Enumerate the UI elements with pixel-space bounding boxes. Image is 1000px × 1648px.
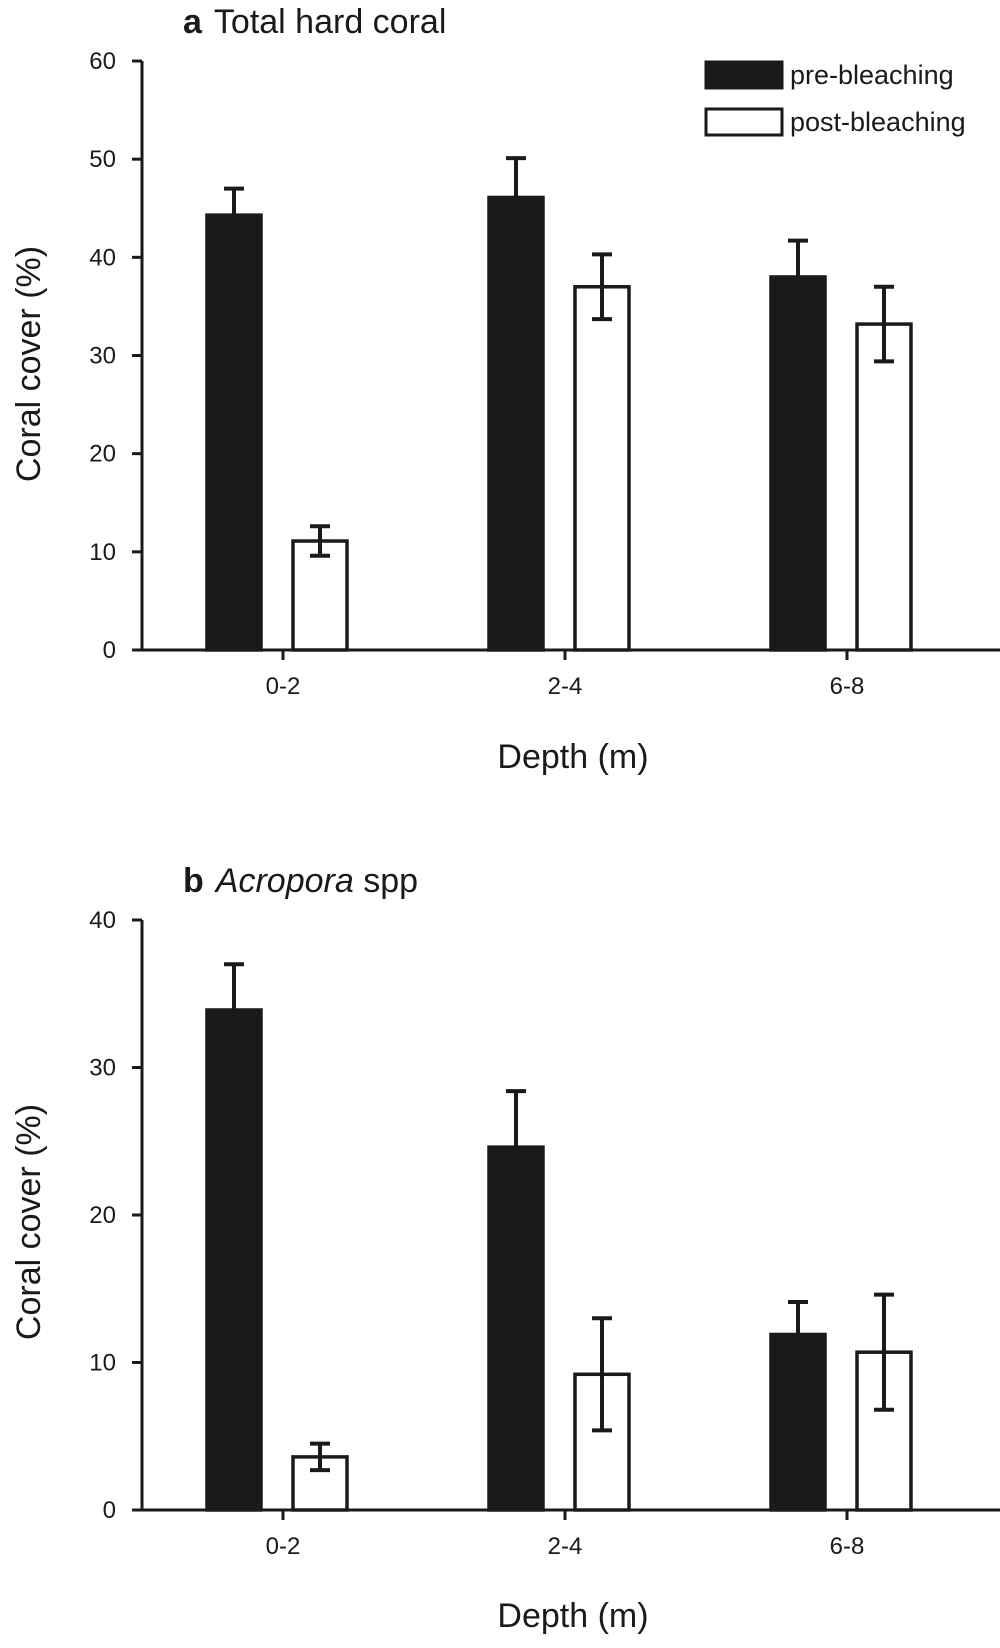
panel-b-y-tick-label: 0 — [103, 1497, 116, 1524]
panel-a-bar-pre-2-4 — [487, 195, 545, 652]
legend-label-pre-bleaching: pre-bleaching — [790, 60, 954, 90]
panel-b-title-suffix: spp — [354, 862, 418, 900]
panel-a-title-text: Total hard coral — [214, 3, 446, 41]
panel-b-y-tick-label: 10 — [89, 1350, 116, 1377]
panel-a-bar-post-6-8 — [855, 322, 913, 652]
panel-b-letter: b — [183, 862, 204, 900]
panel-b-acropora-spp: b Acropora spp 0 10 20 30 40 0-2 2-4 6-8 Coral c… — [10, 862, 1000, 1635]
panel-a-x-axis-title: Depth (m) — [497, 738, 648, 776]
panel-b-bar-pre-2-4 — [487, 1145, 545, 1512]
panel-b-y-tick-label: 20 — [89, 1202, 116, 1229]
panel-b-y-tick-label: 40 — [89, 907, 116, 934]
legend-swatch-pre-bleaching — [704, 60, 784, 90]
panel-a-letter: a — [183, 3, 203, 41]
panel-a-y-axis-title: Coral cover (%) — [10, 246, 48, 482]
panel-b-y-tick-label: 30 — [89, 1055, 116, 1082]
panel-a-y-tick-label: 30 — [89, 343, 116, 370]
panel-b-axes: 0 10 20 30 40 0-2 2-4 6-8 — [89, 907, 1000, 1560]
panel-a-y-tick-label: 0 — [103, 637, 116, 664]
legend-label-post-bleaching: post-bleaching — [790, 107, 966, 137]
panel-a-y-tick-label: 60 — [89, 48, 116, 75]
legend: pre-bleaching post-bleaching — [704, 60, 966, 137]
panel-a-bar-pre-6-8 — [769, 275, 827, 652]
panel-a-bar-post-2-4 — [573, 285, 631, 652]
legend-item-pre-bleaching: pre-bleaching — [704, 60, 954, 90]
panel-a-y-tick-label: 50 — [89, 146, 116, 173]
panel-b-y-axis-title: Coral cover (%) — [10, 1104, 48, 1340]
panel-a-x-tick-label: 6-8 — [830, 673, 865, 700]
panel-a-y-tick-label: 10 — [89, 539, 116, 566]
panel-a-total-hard-coral: a Total hard coral 0 10 20 30 40 50 60 0-2 2-4 6-8… — [10, 3, 1000, 776]
panel-a-title: a Total hard coral — [183, 3, 446, 41]
panel-b-bar-pre-6-8 — [769, 1332, 827, 1512]
panel-b-title-genus: Acropora — [214, 862, 354, 900]
panel-b-x-tick-label: 2-4 — [548, 1533, 583, 1560]
panel-b-x-tick-label: 6-8 — [830, 1533, 865, 1560]
legend-item-post-bleaching: post-bleaching — [704, 107, 966, 137]
panel-b-title: b Acropora spp — [183, 862, 418, 900]
panel-b-x-axis-title: Depth (m) — [497, 1597, 648, 1635]
panel-b-bars — [205, 962, 913, 1512]
panel-a-x-tick-label: 2-4 — [548, 673, 583, 700]
legend-swatch-post-bleaching — [704, 107, 784, 137]
panel-b-bar-pre-0-2 — [205, 1008, 263, 1512]
panel-a-bars — [205, 156, 913, 652]
panel-b-x-tick-label: 0-2 — [266, 1533, 301, 1560]
panel-a-axes: 0 10 20 30 40 50 60 0-2 2-4 6-8 — [89, 48, 1000, 700]
panel-a-y-tick-label: 40 — [89, 244, 116, 271]
panel-a-x-tick-label: 0-2 — [266, 673, 301, 700]
panel-a-bar-pre-0-2 — [205, 213, 263, 652]
panel-a-y-tick-label: 20 — [89, 441, 116, 468]
